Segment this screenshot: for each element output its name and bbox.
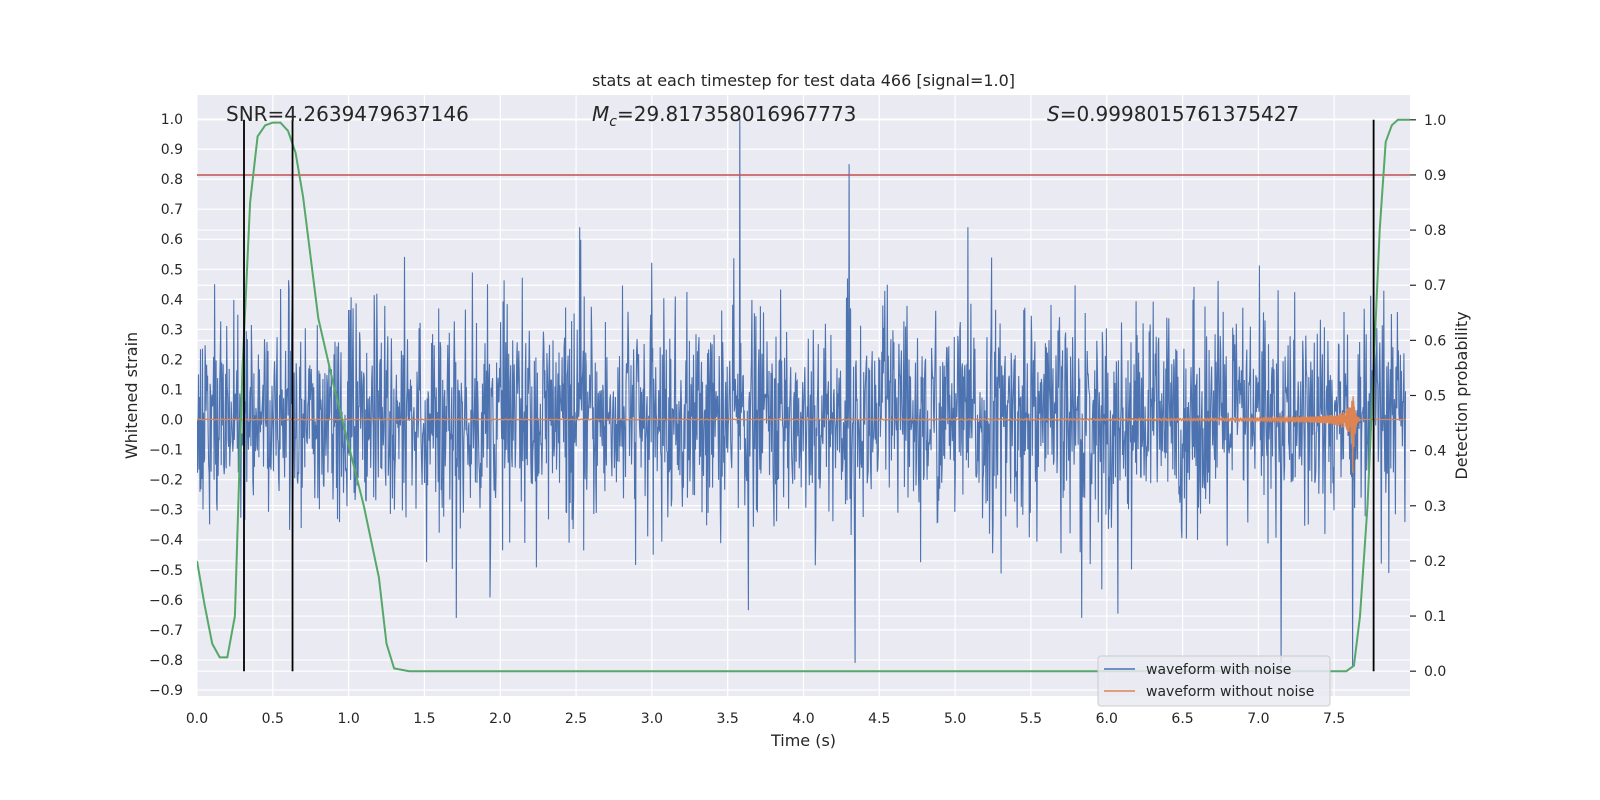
x-tick-label: 1.5 bbox=[413, 711, 435, 727]
x-tick-label: 5.0 bbox=[944, 711, 966, 727]
y2-tick-label: 0.0 bbox=[1424, 664, 1446, 680]
y-tick-label: 0.7 bbox=[161, 202, 183, 218]
y-tick-label: −0.6 bbox=[149, 593, 183, 609]
chirp-mass-value: =29.817358016967773 bbox=[617, 102, 856, 126]
y-tick-label: 0.1 bbox=[161, 382, 183, 398]
y-tick-label: −0.2 bbox=[149, 473, 183, 489]
y-tick-label: −0.9 bbox=[149, 683, 183, 699]
y-tick-label: −0.1 bbox=[149, 443, 183, 459]
s-symbol: S bbox=[1047, 102, 1060, 126]
y-tick-label: 0.2 bbox=[161, 352, 183, 368]
y2-tick-label: 0.6 bbox=[1424, 333, 1446, 349]
y2-tick-label: 0.9 bbox=[1424, 168, 1446, 184]
y-tick-label: 0.4 bbox=[161, 292, 183, 308]
x-tick-label: 7.0 bbox=[1247, 711, 1269, 727]
y-tick-label: −0.4 bbox=[149, 533, 183, 549]
y-tick-label: 0.5 bbox=[161, 262, 183, 278]
y-tick-label: 0.9 bbox=[161, 142, 183, 158]
legend: waveform with noise waveform without nois… bbox=[1097, 655, 1331, 707]
y2-tick-label: 0.2 bbox=[1424, 554, 1446, 570]
x-tick-label: 0.0 bbox=[186, 711, 208, 727]
y-tick-label: 0.8 bbox=[161, 172, 183, 188]
chirp-mass-symbol: M bbox=[592, 102, 609, 126]
y2-tick-label: 1.0 bbox=[1424, 113, 1446, 129]
y-tick-label: −0.8 bbox=[149, 653, 183, 669]
s-value: =0.9998015761375427 bbox=[1060, 102, 1299, 126]
x-tick-label: 1.0 bbox=[337, 711, 359, 727]
x-axis-label: Time (s) bbox=[770, 731, 836, 750]
detection-probability-line bbox=[197, 118, 1410, 673]
s-annotation: S=0.9998015761375427 bbox=[1047, 102, 1299, 126]
chart-title: stats at each timestep for test data 466… bbox=[592, 71, 1015, 90]
y2-tick-label: 0.4 bbox=[1424, 444, 1446, 460]
y-tick-label: −0.7 bbox=[149, 623, 183, 639]
x-tick-label: 5.5 bbox=[1020, 711, 1042, 727]
x-tick-label: 6.0 bbox=[1096, 711, 1118, 727]
clean-waveform-line bbox=[197, 396, 1406, 474]
y-tick-label: −0.5 bbox=[149, 563, 183, 579]
legend-label: waveform without noise bbox=[1146, 684, 1314, 700]
chirp-mass-annotation: Mc=29.817358016967773 bbox=[592, 102, 856, 130]
y2-axis-label: Detection probability bbox=[1452, 311, 1471, 479]
noisy-waveform-line bbox=[197, 118, 1407, 666]
snr-annotation: SNR=4.2639479637146 bbox=[226, 102, 469, 126]
legend-label: waveform with noise bbox=[1146, 662, 1291, 678]
y-tick-label: 0.6 bbox=[161, 232, 183, 248]
x-tick-label: 0.5 bbox=[262, 711, 284, 727]
y-tick-label: 0.3 bbox=[161, 322, 183, 338]
x-tick-label: 2.0 bbox=[489, 711, 511, 727]
y-tick-label: 1.0 bbox=[161, 112, 183, 128]
y2-tick-label: 0.3 bbox=[1424, 499, 1446, 515]
chirp-mass-subscript: c bbox=[609, 114, 617, 130]
x-tick-label: 2.5 bbox=[565, 711, 587, 727]
y-axis-label: Whitened strain bbox=[122, 332, 141, 459]
axes-ticks: 0.0 0.5 1.0 1.5 2.0 2.5 3.0 3.5 4.0 4.5 5.0 5.5 6.0 6… bbox=[149, 112, 1446, 727]
y2-tick-label: 0.1 bbox=[1424, 609, 1446, 625]
y2-tick-label: 0.7 bbox=[1424, 278, 1446, 294]
x-tick-label: 3.0 bbox=[641, 711, 663, 727]
plot-content bbox=[197, 118, 1410, 673]
x-tick-label: 4.0 bbox=[792, 711, 814, 727]
y2-tick-label: 0.8 bbox=[1424, 223, 1446, 239]
x-tick-label: 3.5 bbox=[717, 711, 739, 727]
x-tick-label: 7.5 bbox=[1323, 711, 1345, 727]
legend-box bbox=[1097, 655, 1331, 707]
plot-layer bbox=[197, 118, 1410, 673]
y2-tick-label: 0.5 bbox=[1424, 389, 1446, 405]
y-tick-label: −0.3 bbox=[149, 503, 183, 519]
x-tick-label: 4.5 bbox=[868, 711, 890, 727]
y-tick-label: 0.0 bbox=[161, 413, 183, 429]
x-tick-label: 6.5 bbox=[1171, 711, 1193, 727]
